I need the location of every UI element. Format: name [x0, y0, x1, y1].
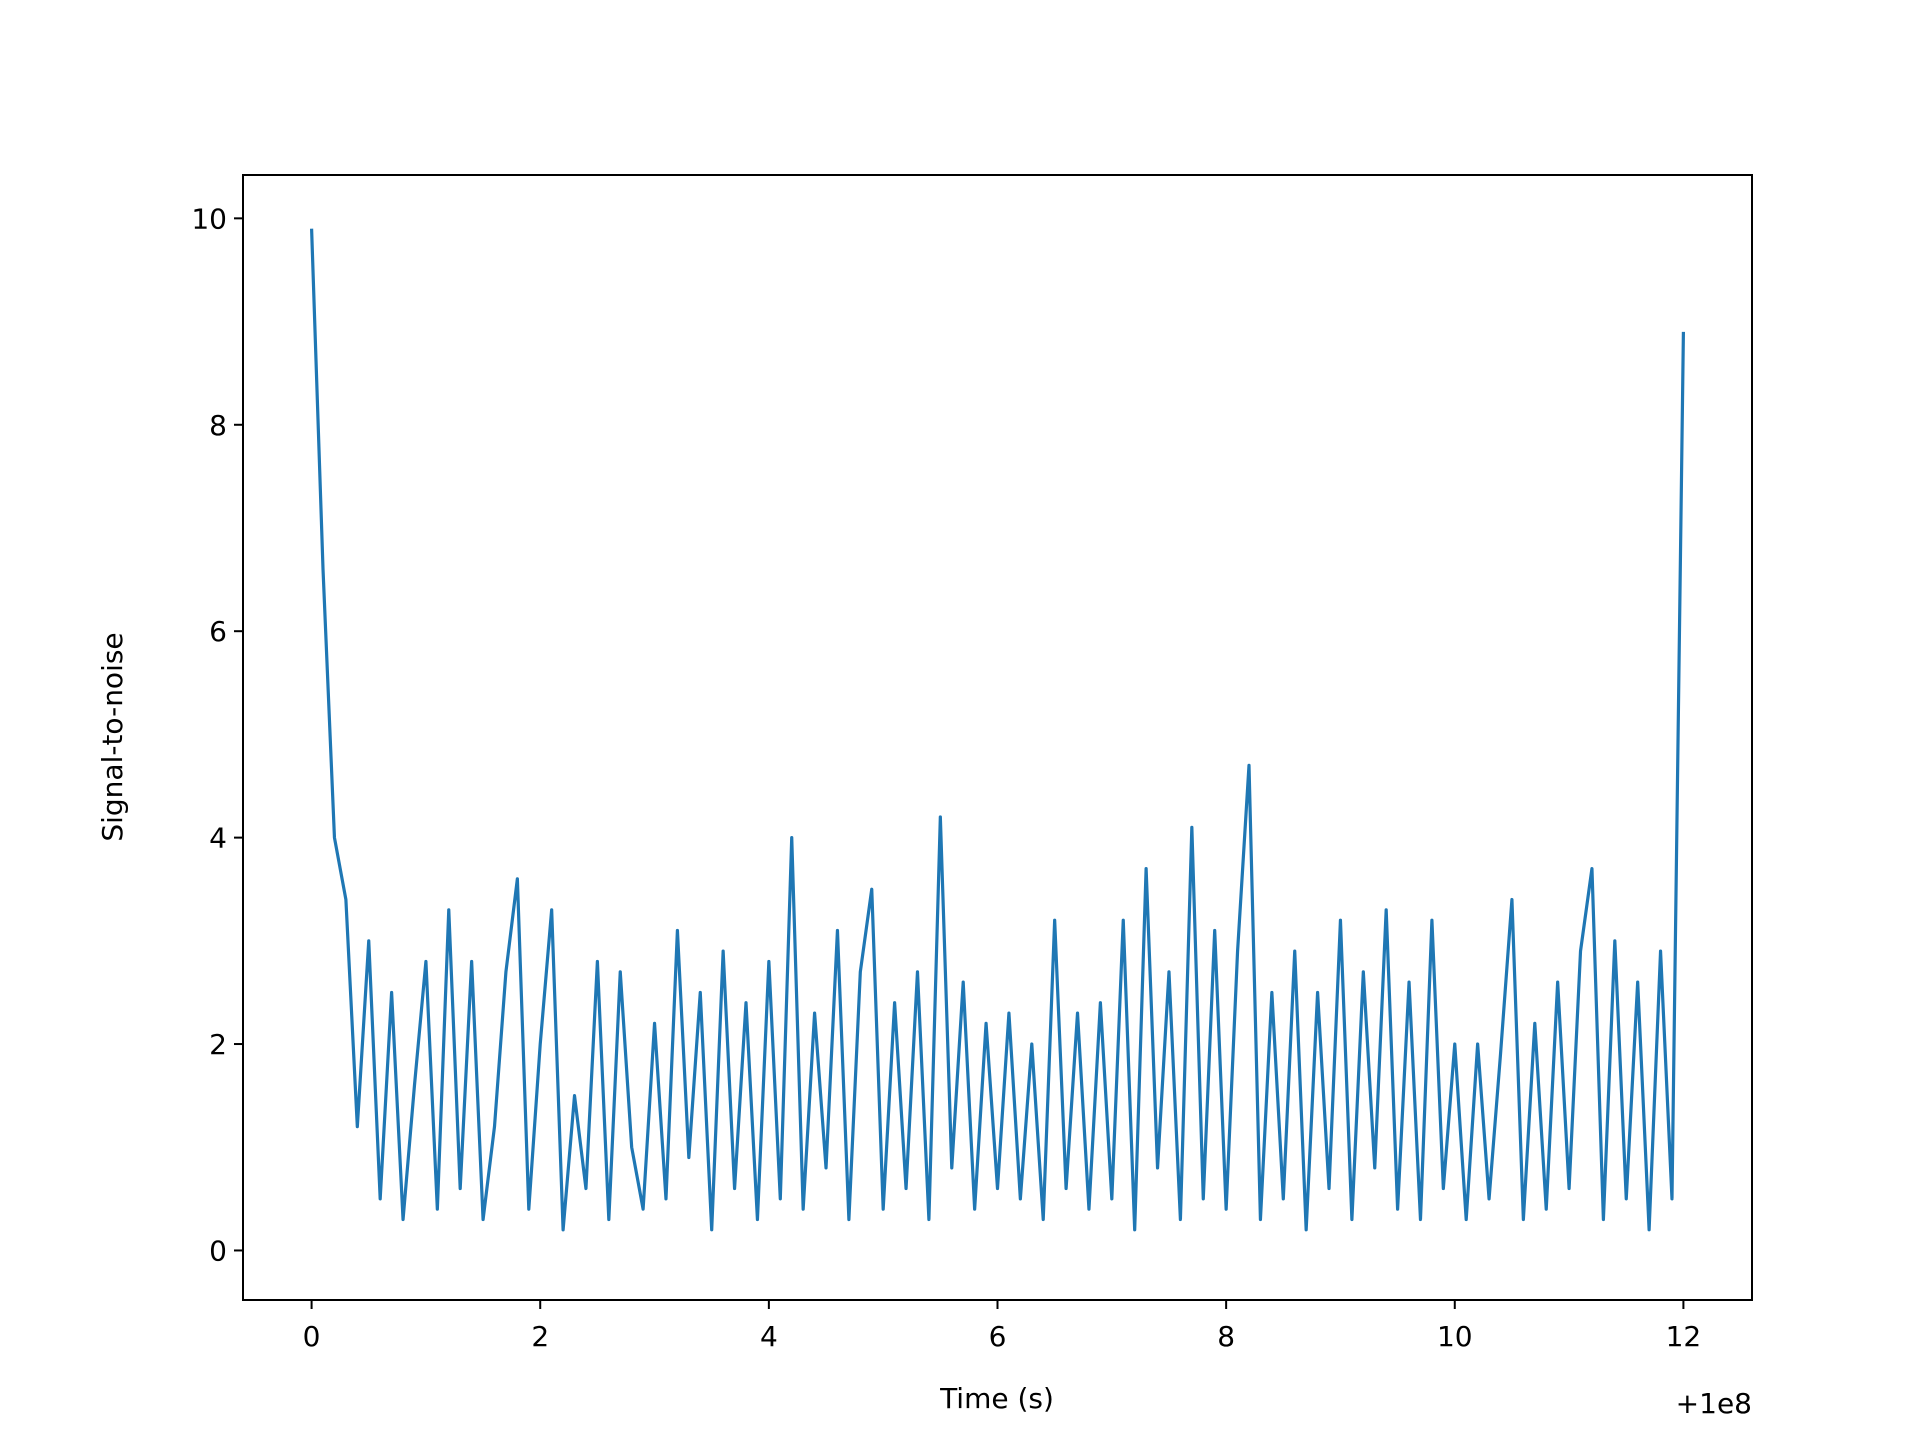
y-tick-label: 6 — [209, 615, 227, 648]
x-tick-label: 6 — [989, 1320, 1007, 1353]
y-tick-label: 4 — [209, 822, 227, 855]
x-tick-label: 0 — [303, 1320, 321, 1353]
x-tick-label: 2 — [531, 1320, 549, 1353]
x-tick-label: 12 — [1666, 1320, 1702, 1353]
x-axis-label: Time (s) — [939, 1382, 1054, 1415]
y-tick-label: 0 — [209, 1234, 227, 1267]
data-line — [309, 228, 1686, 1232]
y-tick-label: 10 — [191, 202, 227, 235]
x-tick-label: 8 — [1217, 1320, 1235, 1353]
y-tick-label: 2 — [209, 1028, 227, 1061]
y-axis-label: Signal-to-noise — [96, 632, 129, 841]
x-tick-label: 10 — [1437, 1320, 1473, 1353]
y-tick-label: 8 — [209, 409, 227, 442]
x-offset-label: +1e8 — [1676, 1387, 1752, 1420]
x-tick-label: 4 — [760, 1320, 778, 1353]
plot-frame — [242, 174, 1753, 1301]
